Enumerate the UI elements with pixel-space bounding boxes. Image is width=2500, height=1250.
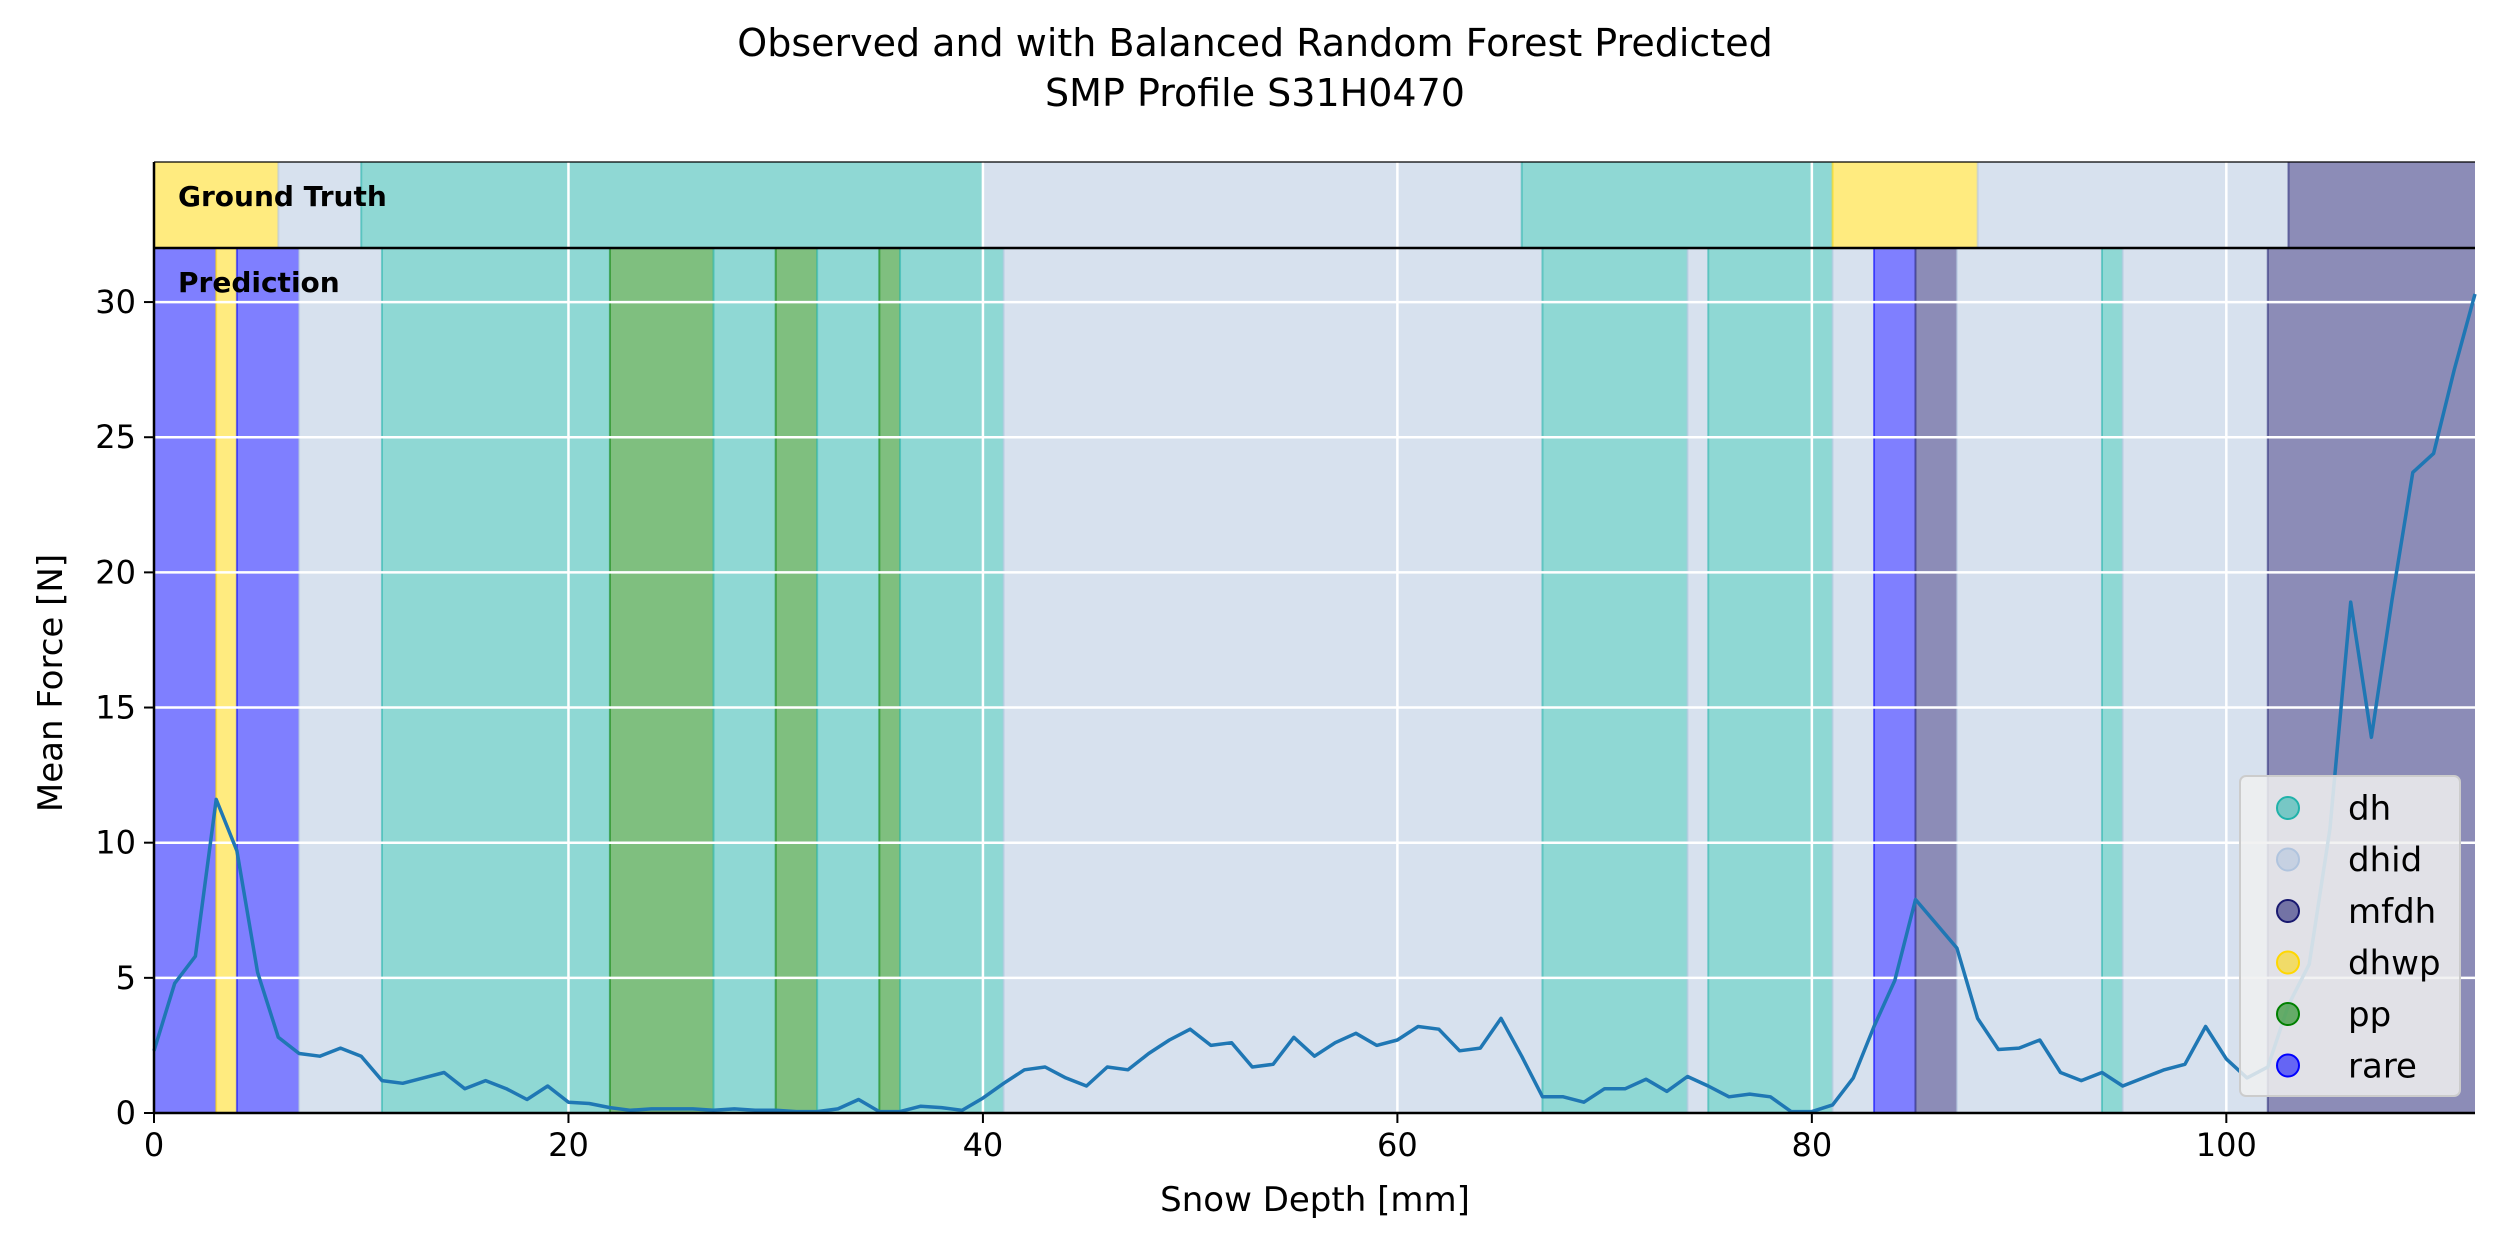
prediction-band-pp (609, 248, 714, 1113)
legend-marker-dhid (2276, 847, 2300, 872)
y-tick-label: 5 (116, 959, 136, 997)
prediction-label: Prediction (178, 266, 340, 299)
x-axis-ticks: 0 20 40 60 80 100 (144, 1113, 2257, 1164)
chart-title-line-1: Observed and with Balanced Random Forest… (737, 21, 1772, 65)
ground-truth-label: Ground Truth (178, 180, 387, 213)
prediction-band-dhid (1003, 248, 1543, 1113)
legend-marker-mfdh (2276, 899, 2300, 923)
prediction-band-dh (900, 248, 1004, 1113)
x-tick-label: 80 (1791, 1126, 1832, 1164)
chart-title-line-2: SMP Profile S31H0470 (1045, 71, 1465, 115)
legend-label-pp: pp (2348, 995, 2391, 1035)
ground-truth-band-dhid (982, 162, 1522, 248)
prediction-band-dhid (1956, 248, 2102, 1113)
ground-truth-band-dhid (278, 162, 362, 248)
y-tick-label: 0 (116, 1094, 136, 1132)
legend-marker-dhwp (2276, 950, 2300, 975)
grid-lines (154, 162, 2475, 1113)
y-tick-label: 30 (95, 283, 136, 321)
x-tick-label: 0 (144, 1126, 164, 1164)
ground-truth-strip (154, 162, 2475, 248)
axes-layer (152, 161, 2475, 1115)
prediction-strip (154, 248, 2475, 1113)
ground-truth-band-dhid (1977, 162, 2289, 248)
prediction-band-dh (713, 248, 776, 1113)
mean-force-line (152, 293, 2477, 1114)
y-tick-label: 25 (95, 418, 136, 456)
x-axis-label: Snow Depth [mm] (1160, 1180, 1470, 1220)
x-tick-label: 40 (963, 1126, 1004, 1164)
series-layer (152, 293, 2477, 1114)
prediction-band-dhwp (216, 248, 237, 1113)
legend-marker-rare (2276, 1053, 2300, 1078)
prediction-band-rare (1874, 248, 1916, 1113)
legend-label-dhwp: dhwp (2348, 944, 2441, 984)
prediction-band-dh (381, 248, 610, 1113)
ground-truth-band-dhwp (154, 162, 279, 248)
legend-label-dh: dh (2348, 789, 2391, 829)
legend-label-dhid: dhid (2348, 841, 2422, 881)
legend: dh dhid mfdh dhwp pp rare (2239, 775, 2461, 1097)
prediction-band-dhid (1687, 248, 1709, 1113)
legend-label-rare: rare (2348, 1047, 2417, 1087)
x-tick-label: 20 (548, 1126, 589, 1164)
x-tick-label: 60 (1377, 1126, 1418, 1164)
ground-truth-band-dh (361, 162, 983, 248)
prediction-band-pp (879, 248, 901, 1113)
prediction-band-dh (817, 248, 880, 1113)
y-tick-label: 10 (95, 824, 136, 862)
y-axis-ticks: 0 5 10 15 20 25 30 (95, 283, 154, 1132)
y-tick-label: 20 (95, 553, 136, 591)
y-tick-label: 15 (95, 689, 136, 727)
prediction-band-dh (2101, 248, 2123, 1113)
prediction-band-rare (154, 248, 217, 1113)
ground-truth-band-dh (1521, 162, 1833, 248)
y-axis-label: Mean Force [N] (31, 554, 71, 812)
prediction-band-pp (775, 248, 818, 1113)
ground-truth-band-dhwp (1832, 162, 1978, 248)
prediction-band-dhid (299, 248, 382, 1113)
x-tick-label: 100 (2196, 1126, 2257, 1164)
prediction-band-dhid (1832, 248, 1875, 1113)
prediction-band-mfdh (1915, 248, 1957, 1113)
ground-truth-band-mfdh (2288, 162, 2475, 248)
prediction-band-rare (236, 248, 300, 1113)
prediction-band-dh (1708, 248, 1833, 1113)
legend-marker-pp (2276, 1002, 2300, 1026)
legend-marker-dh (2276, 796, 2300, 820)
legend-label-mfdh: mfdh (2348, 892, 2436, 932)
prediction-band-dh (1542, 248, 1688, 1113)
